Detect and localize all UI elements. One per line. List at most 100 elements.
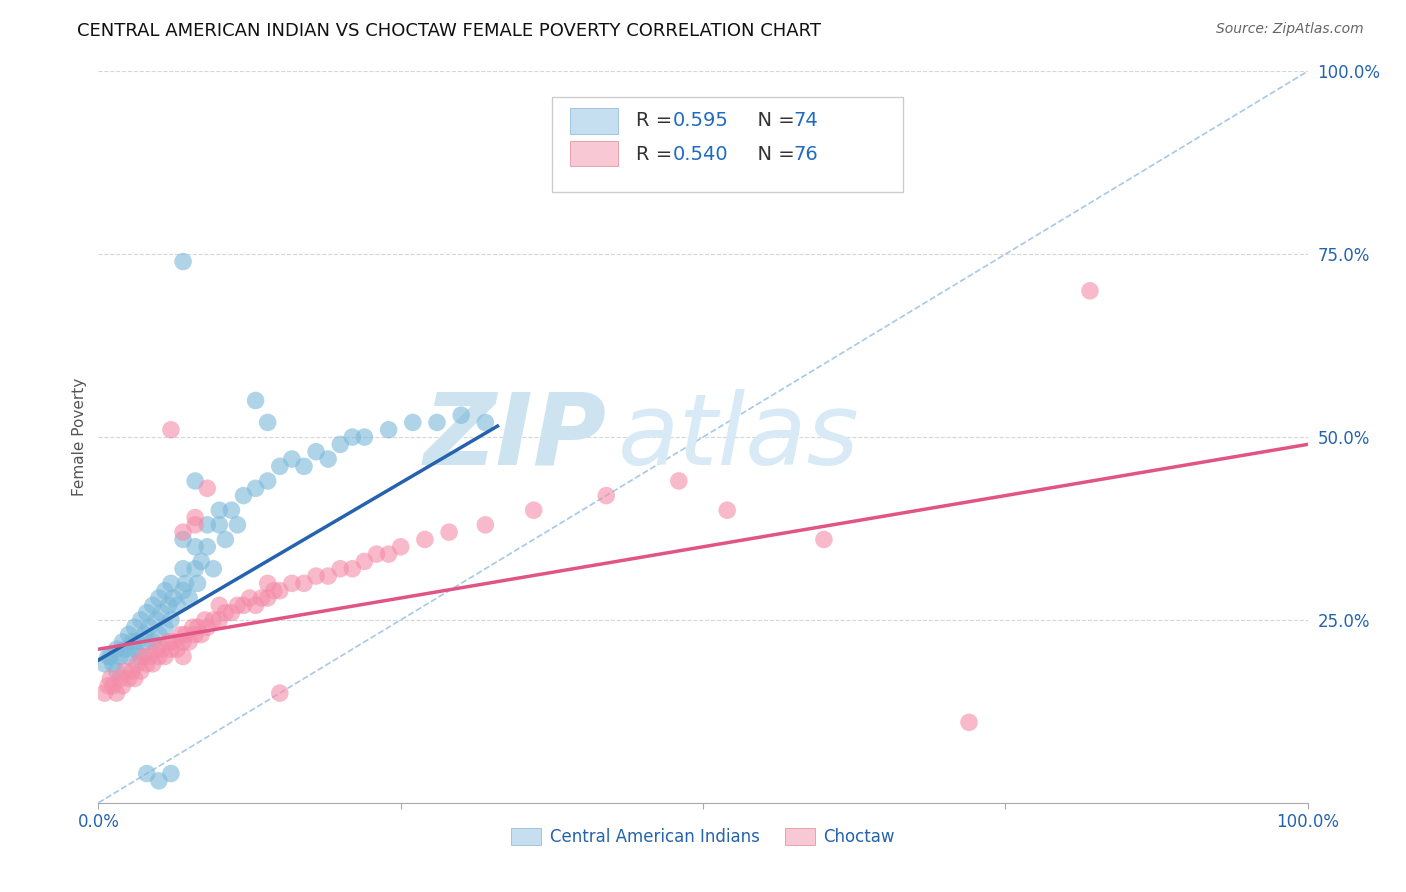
Point [172,254,194,268]
Point [97,649,120,664]
Point [101,657,124,671]
Point [184,517,207,532]
Point [281,452,304,467]
Point [474,517,496,532]
Point [523,503,546,517]
Point [377,423,399,437]
Point [142,635,165,649]
Point [134,627,156,641]
Point [93,686,115,700]
Point [169,627,191,641]
Point [208,503,231,517]
Point [214,533,236,547]
Y-axis label: Female Poverty: Female Poverty [72,378,87,496]
Point [118,627,141,641]
Point [187,620,209,634]
Point [148,591,170,605]
Point [160,642,183,657]
Point [202,562,225,576]
Point [153,649,176,664]
Point [108,672,131,686]
Legend: Central American Indians, Choctaw: Central American Indians, Choctaw [505,822,901,853]
Point [329,562,352,576]
Point [135,766,157,780]
Point [226,599,249,613]
Point [135,657,157,671]
Point [160,766,183,780]
Point [111,679,134,693]
Point [172,525,194,540]
Point [138,649,160,664]
Point [138,620,160,634]
Point [118,649,141,664]
Point [127,635,149,649]
Point [142,657,165,671]
Point [162,591,184,605]
Point [269,686,291,700]
Point [269,459,291,474]
Point [135,635,157,649]
Point [179,635,201,649]
Point [208,613,231,627]
Point [474,416,496,430]
Point [221,606,243,620]
Point [157,599,180,613]
Point [121,635,143,649]
Point [195,620,218,634]
Point [93,657,115,671]
Point [118,672,141,686]
Point [184,627,207,641]
Point [190,627,212,641]
Point [145,613,167,627]
Point [172,635,194,649]
Point [121,664,143,678]
Point [105,664,128,678]
Point [166,599,188,613]
Point [813,533,835,547]
Point [366,547,388,561]
Point [389,540,412,554]
Point [426,416,449,430]
Point [263,583,285,598]
Point [172,649,194,664]
Point [221,503,243,517]
Point [377,547,399,561]
Text: ZIP: ZIP [423,389,606,485]
Point [1078,284,1101,298]
Point [129,664,152,678]
Point [957,715,980,730]
Point [172,562,194,576]
Point [124,672,146,686]
Point [305,569,328,583]
Point [134,649,156,664]
Point [150,606,173,620]
Text: N =: N = [745,111,801,130]
Point [184,540,207,554]
Point [100,649,122,664]
Point [402,416,425,430]
Point [316,452,339,467]
Point [101,679,124,693]
Point [668,474,690,488]
FancyBboxPatch shape [569,108,619,134]
Point [145,642,167,657]
Point [160,613,183,627]
Point [172,533,194,547]
Point [124,620,146,634]
Point [190,554,212,568]
Point [195,481,218,495]
Text: atlas: atlas [619,389,860,485]
Point [153,620,176,634]
Point [353,554,375,568]
Point [256,576,278,591]
Point [114,642,136,657]
Point [595,489,617,503]
Point [172,583,194,598]
Point [214,606,236,620]
Point [256,416,278,430]
Point [437,525,460,540]
Point [716,503,738,517]
Point [184,562,207,576]
Point [202,613,225,627]
Text: 0.595: 0.595 [672,111,728,130]
